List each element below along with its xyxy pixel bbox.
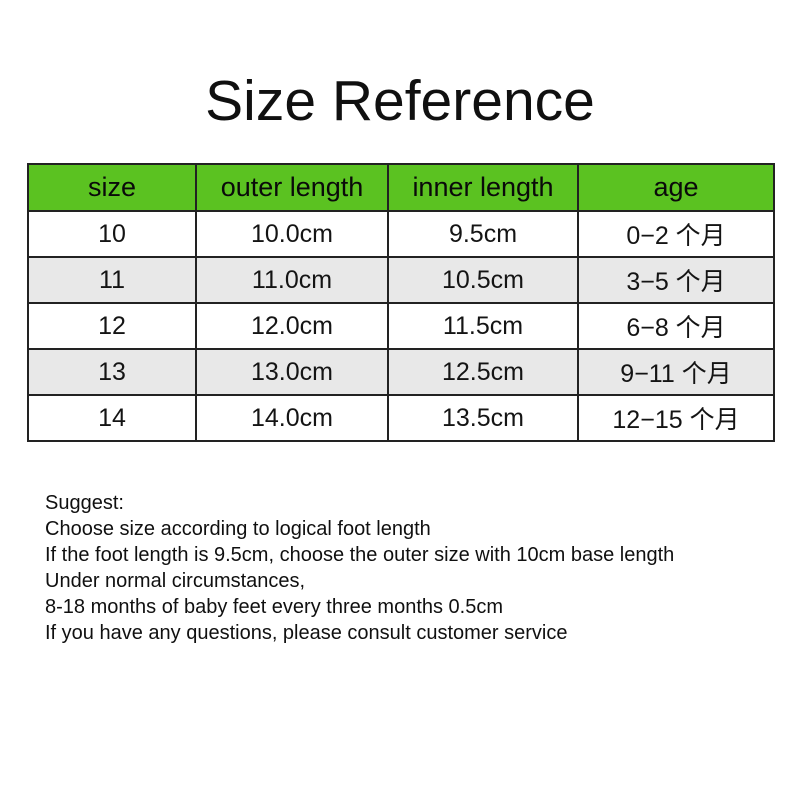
cell-size: 10 [27,210,197,258]
cell-inner: 12.5cm [387,348,579,396]
table-row: 14 14.0cm 13.5cm 12−15 个月 [27,394,775,442]
cell-size: 13 [27,348,197,396]
cell-inner: 13.5cm [387,394,579,442]
page-title: Size Reference [205,69,595,133]
table-row: 13 13.0cm 12.5cm 9−11 个月 [27,348,775,396]
table-row: 12 12.0cm 11.5cm 6−8 个月 [27,302,775,350]
suggest-line: If you have any questions, please consul… [45,622,568,644]
cell-inner: 11.5cm [387,302,579,350]
cell-age: 12−15 个月 [577,394,775,442]
table-row: 10 10.0cm 9.5cm 0−2 个月 [27,210,775,258]
cell-size: 14 [27,394,197,442]
cell-age: 0−2 个月 [577,210,775,258]
cell-outer: 12.0cm [195,302,389,350]
suggest-line: If the foot length is 9.5cm, choose the … [45,544,675,566]
cell-age: 3−5 个月 [577,256,775,304]
suggest-line: Suggest: [45,492,124,514]
cell-size: 11 [27,256,197,304]
suggest-line: Choose size according to logical foot le… [45,518,431,540]
column-header-outer: outer length [195,163,389,212]
table-row: 11 11.0cm 10.5cm 3−5 个月 [27,256,775,304]
suggestion-text-block: Suggest: Choose size according to logica… [45,490,775,646]
suggest-line: Under normal circumstances, [45,570,306,592]
suggest-line: 8-18 months of baby feet every three mon… [45,596,504,618]
column-header-age: age [577,163,775,212]
cell-age: 9−11 个月 [577,348,775,396]
cell-age: 6−8 个月 [577,302,775,350]
column-header-inner: inner length [387,163,579,212]
cell-size: 12 [27,302,197,350]
cell-outer: 14.0cm [195,394,389,442]
cell-inner: 10.5cm [387,256,579,304]
cell-outer: 10.0cm [195,210,389,258]
cell-outer: 11.0cm [195,256,389,304]
cell-inner: 9.5cm [387,210,579,258]
size-table: size outer length inner length age 10 10… [27,163,775,442]
column-header-size: size [27,163,197,212]
cell-outer: 13.0cm [195,348,389,396]
table-header-row: size outer length inner length age [27,163,775,212]
